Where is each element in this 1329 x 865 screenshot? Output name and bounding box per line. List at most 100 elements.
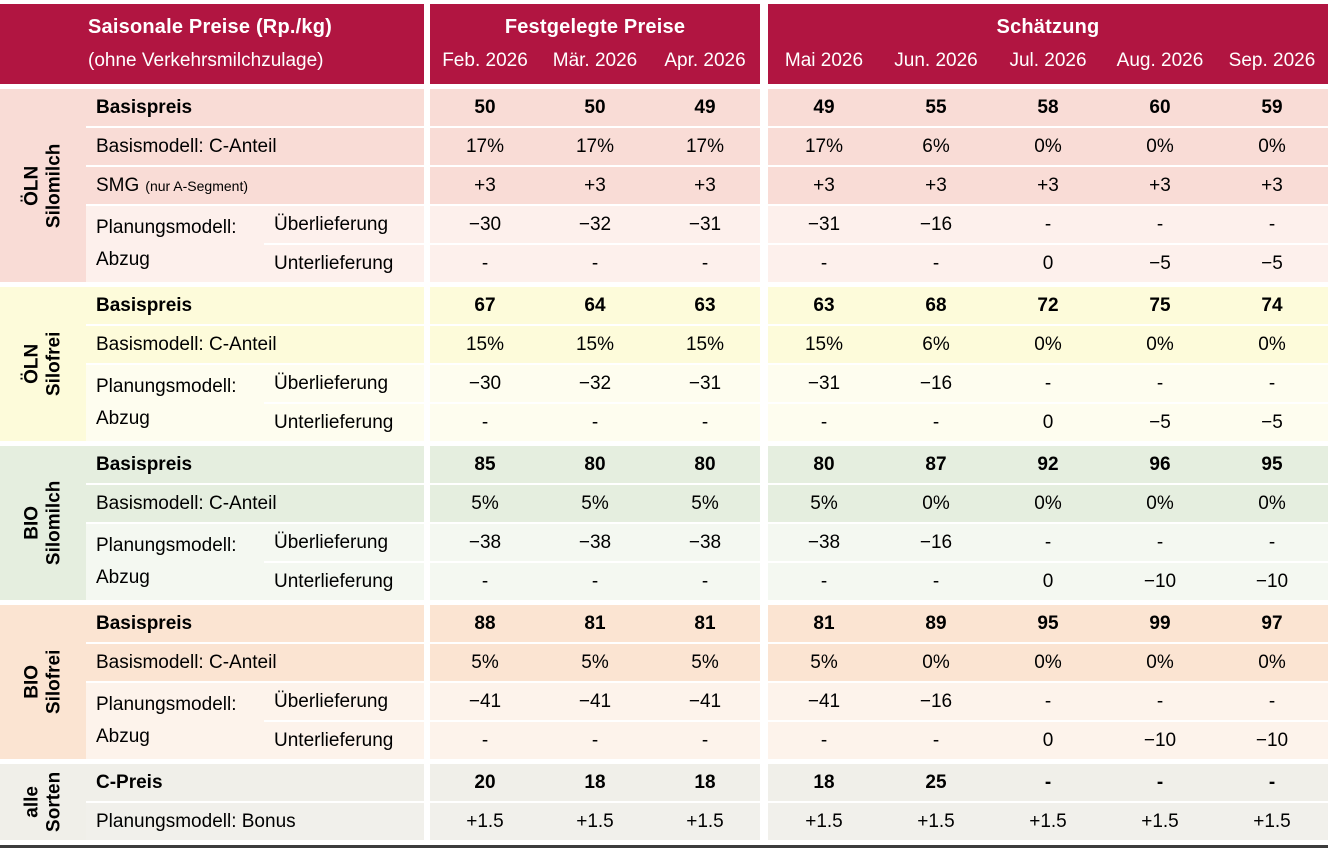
value-cell: 72	[992, 287, 1104, 324]
value-text: -	[1044, 690, 1052, 712]
value-text: 6%	[922, 333, 950, 355]
value-text: -	[1044, 372, 1052, 394]
value-cell: 85	[430, 446, 540, 483]
value-text: 0%	[1034, 492, 1062, 514]
value-text: −31	[688, 213, 722, 235]
value-text: 0%	[1034, 333, 1062, 355]
group-band: BIO Silomilch	[0, 446, 86, 600]
value-text: 25	[925, 771, 947, 793]
value-cell: 64	[540, 287, 650, 324]
value-text: -	[1268, 213, 1276, 235]
value-cell: -	[1104, 365, 1216, 402]
value-cell: -	[1216, 524, 1328, 561]
value-text: -	[1268, 771, 1276, 793]
sub-row-label: Überlieferung	[264, 365, 424, 402]
row-label: Basismodell: C-Anteil	[86, 326, 424, 363]
value-cell: 5%	[650, 485, 760, 522]
value-cell: -	[1216, 764, 1328, 801]
value-text: 0%	[922, 651, 950, 673]
value-cell: 20	[430, 764, 540, 801]
value-text: −41	[688, 690, 722, 712]
value-text: 81	[694, 612, 716, 634]
value-text: +1.5	[466, 810, 504, 832]
value-text: −38	[468, 531, 502, 553]
value-text: −32	[578, 213, 612, 235]
fixed-prices-title: Festgelegte Preise	[504, 15, 686, 38]
value-text: 60	[1149, 96, 1171, 118]
month-label: Sep. 2026	[1228, 50, 1316, 72]
value-cell: −10	[1216, 563, 1328, 600]
value-cell: -	[1216, 206, 1328, 243]
value-text: -	[820, 570, 828, 592]
band-line-2: Silofrei	[43, 649, 64, 715]
value-text: -	[701, 570, 709, 592]
value-text: -	[481, 729, 489, 751]
value-text: −10	[1143, 729, 1177, 751]
value-cell: 0%	[1216, 644, 1328, 681]
split-row-label: Planungsmodell: Abzug	[86, 683, 264, 759]
value-cell: -	[880, 404, 992, 441]
value-text: 99	[1149, 612, 1171, 634]
value-cell: 0	[992, 404, 1104, 441]
value-cell: -	[540, 404, 650, 441]
value-cell: 18	[650, 764, 760, 801]
value-cell: 17%	[768, 128, 880, 165]
value-text: 18	[584, 771, 606, 793]
value-text: +1.5	[1253, 810, 1291, 832]
value-cell: 50	[430, 89, 540, 126]
band-line-1: ÖLN	[21, 165, 43, 206]
band-line-2: Silomilch	[43, 143, 64, 228]
value-text: 0%	[1034, 651, 1062, 673]
row-label-note: (nur A-Segment)	[145, 177, 248, 194]
value-cell: −30	[430, 206, 540, 243]
value-text: -	[820, 411, 828, 433]
value-cell: 6%	[880, 326, 992, 363]
value-cell: +1.5	[992, 803, 1104, 840]
value-cell: -	[992, 365, 1104, 402]
value-cell: 74	[1216, 287, 1328, 324]
value-cell: +3	[650, 167, 760, 204]
value-cell: 75	[1104, 287, 1216, 324]
seasonal-price-table: Saisonale Preise (Rp./kg) (ohne Verkehrs…	[0, 4, 1328, 848]
sub-row-label-text: Unterlieferung	[274, 729, 394, 751]
value-text: −5	[1149, 252, 1171, 274]
row-label-text: Planungsmodell: Bonus	[96, 810, 296, 832]
value-cell: +1.5	[1216, 803, 1328, 840]
value-text: -	[481, 411, 489, 433]
band-line-1: BIO	[21, 665, 43, 699]
value-text: 0%	[1258, 333, 1286, 355]
value-text: 18	[813, 771, 835, 793]
value-text: -	[1268, 531, 1276, 553]
table-header: Saisonale Preise (Rp./kg) (ohne Verkehrs…	[0, 4, 1328, 84]
value-cell: 17%	[430, 128, 540, 165]
value-cell: -	[880, 245, 992, 282]
value-text: 5%	[691, 651, 719, 673]
value-text: -	[481, 252, 489, 274]
value-text: -	[701, 252, 709, 274]
value-text: 85	[474, 453, 496, 475]
row-label: Basispreis	[86, 605, 424, 642]
group-band: alle Sorten	[0, 764, 86, 840]
value-cell: -	[650, 563, 760, 600]
value-text: −10	[1143, 570, 1177, 592]
value-text: −5	[1149, 411, 1171, 433]
value-cell: -	[1104, 524, 1216, 561]
value-text: -	[932, 570, 940, 592]
row-label: SMG (nur A-Segment)	[86, 167, 424, 204]
row-label-text: SMG	[96, 174, 140, 196]
value-cell: -	[430, 404, 540, 441]
sub-row-label-text: Überlieferung	[274, 372, 389, 394]
value-text: 0%	[1146, 492, 1174, 514]
value-cell: 89	[880, 605, 992, 642]
value-text: +3	[694, 174, 716, 196]
value-cell: 25	[880, 764, 992, 801]
band-line-2: Silofrei	[43, 331, 64, 397]
value-text: +3	[1261, 174, 1283, 196]
sub-row-label-text: Überlieferung	[274, 690, 389, 712]
value-text: -	[1156, 771, 1164, 793]
value-cell: −31	[768, 206, 880, 243]
month-label: Apr. 2026	[664, 50, 746, 72]
value-cell: -	[880, 563, 992, 600]
month-label: Aug. 2026	[1116, 50, 1204, 72]
value-cell: −38	[650, 524, 760, 561]
